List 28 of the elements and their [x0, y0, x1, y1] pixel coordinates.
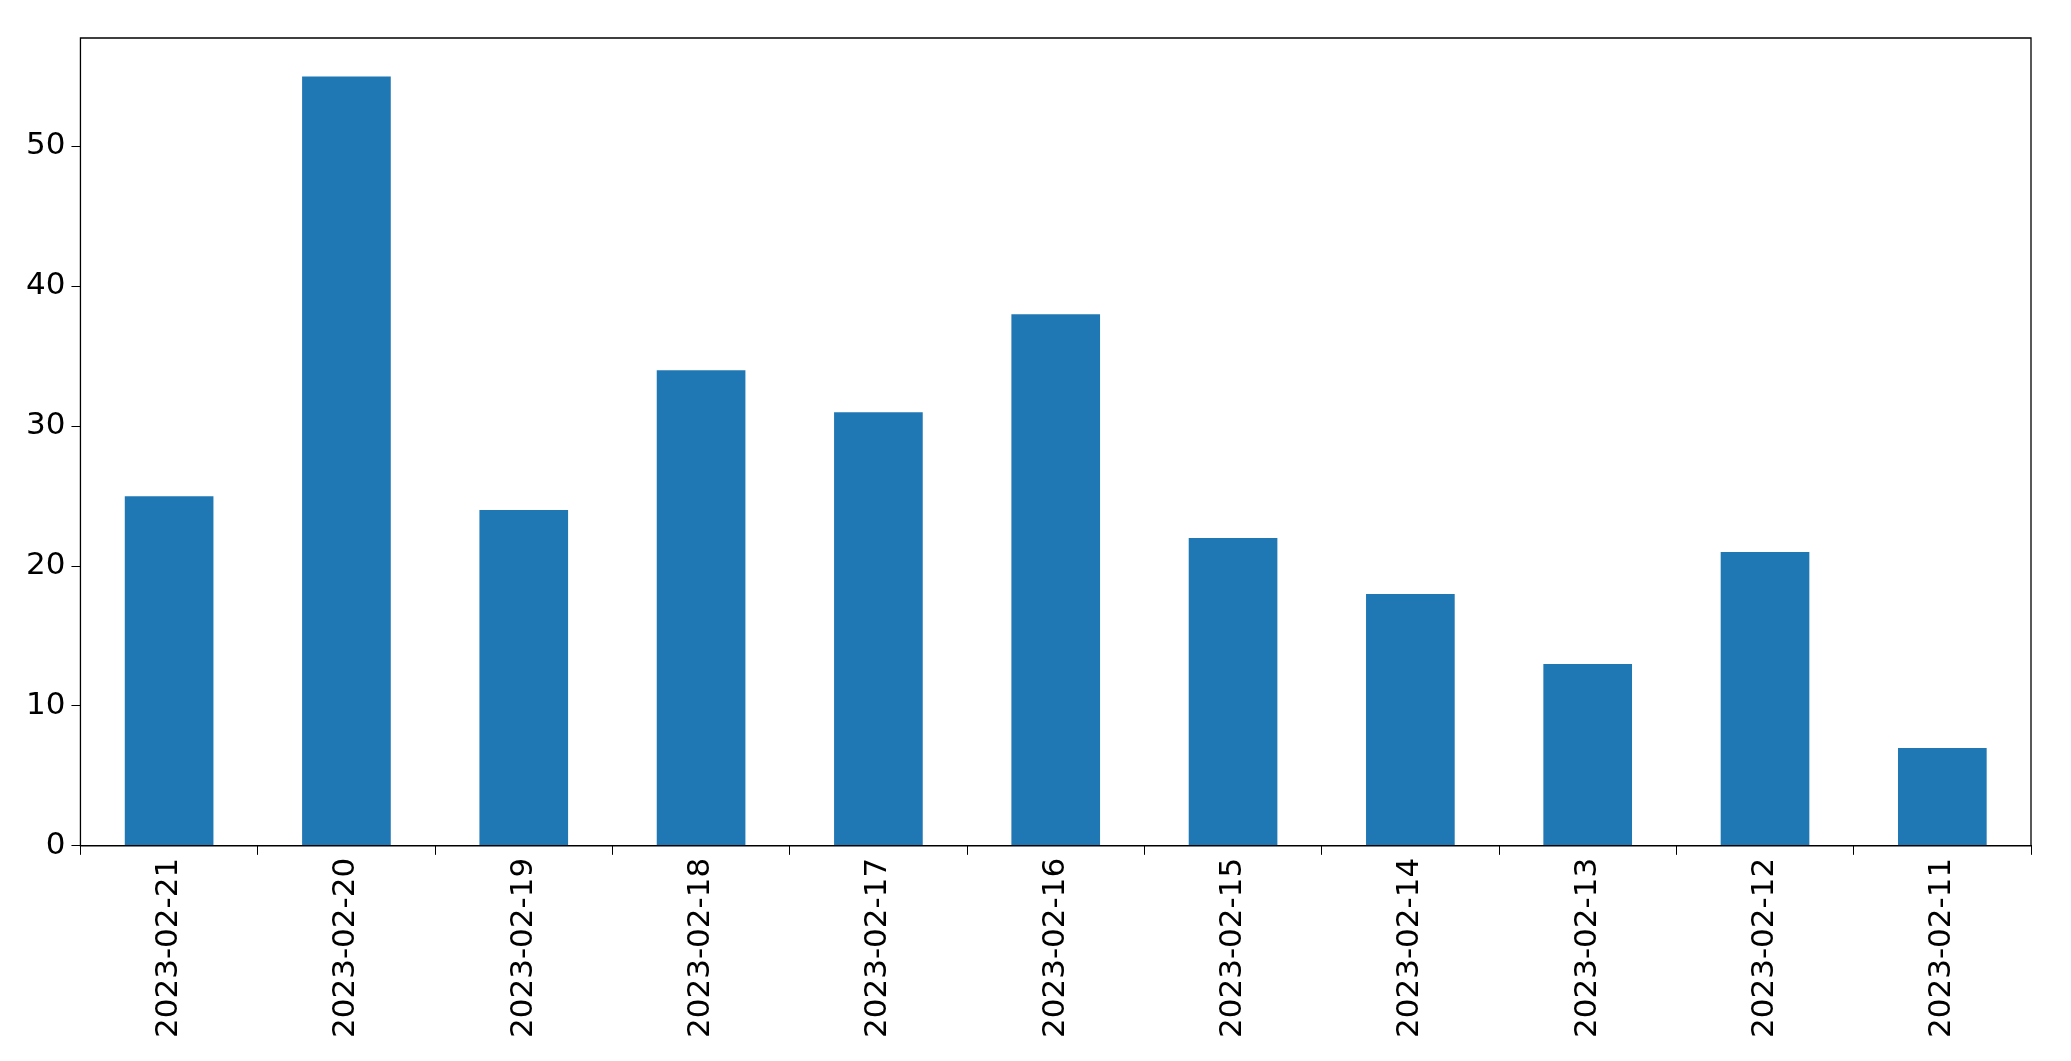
- x-tick-label: 2023-02-18: [680, 857, 717, 1039]
- y-tick-label: 0: [45, 824, 66, 861]
- bar: [124, 496, 214, 846]
- bar: [1366, 594, 1455, 846]
- bar: [656, 370, 746, 846]
- bar: [1720, 552, 1810, 846]
- x-tick-label: 2023-02-14: [1389, 857, 1426, 1039]
- y-tick-label: 30: [25, 405, 66, 442]
- x-tick-label: 2023-02-20: [325, 857, 362, 1039]
- bar: [1011, 314, 1101, 846]
- x-tick-label: 2023-02-13: [1566, 857, 1603, 1039]
- y-tick-label: 20: [25, 545, 66, 582]
- x-tick-label: 2023-02-17: [857, 857, 894, 1039]
- x-tick-label: 2023-02-16: [1034, 857, 1071, 1039]
- bar: [1898, 747, 1987, 846]
- bar: [1188, 538, 1278, 846]
- bar: [834, 412, 923, 846]
- x-tick-label: 2023-02-15: [1212, 857, 1249, 1039]
- x-tick-label: 2023-02-21: [148, 857, 185, 1039]
- x-tick-label: 2023-02-19: [502, 857, 539, 1039]
- x-tick-label: 2023-02-11: [1921, 857, 1958, 1039]
- y-tick-label: 50: [25, 125, 66, 162]
- bar: [479, 510, 569, 846]
- bar: [302, 76, 391, 846]
- bar: [1543, 663, 1633, 846]
- y-tick-label: 10: [25, 685, 66, 721]
- x-tick-label: 2023-02-12: [1744, 857, 1781, 1039]
- y-tick-label: 40: [25, 265, 66, 302]
